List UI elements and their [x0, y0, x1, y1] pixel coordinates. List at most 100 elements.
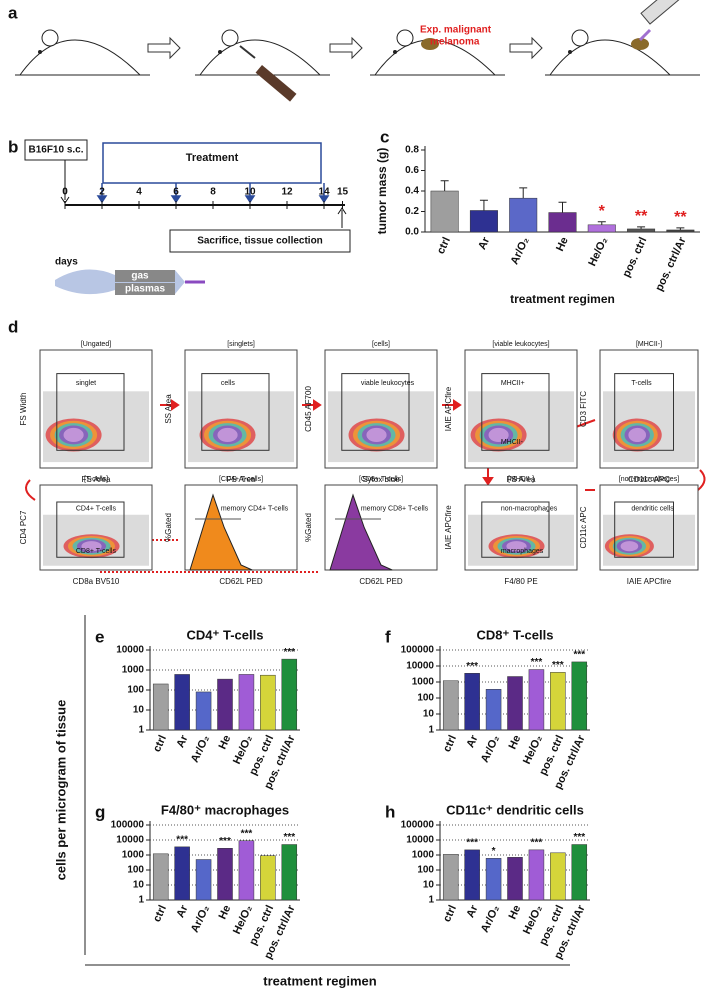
- significance: ***: [573, 650, 585, 661]
- chart-title: CD4⁺ T-cells: [187, 627, 264, 642]
- bar: [571, 661, 588, 731]
- x-axis-label: CD11c APC: [628, 475, 670, 484]
- shared-y-label: cells per microgram of tissue: [53, 700, 68, 881]
- gate: [341, 373, 410, 451]
- y-tick-label: 0.6: [405, 165, 419, 176]
- bar: [281, 658, 298, 731]
- histogram: [329, 493, 393, 571]
- y-axis-label: CD11c APC: [579, 506, 588, 548]
- bar: [238, 674, 255, 731]
- gate: [614, 501, 675, 558]
- bar: [260, 855, 276, 901]
- bar: [507, 676, 523, 731]
- x-tick-label: Ar/O₂: [479, 733, 502, 764]
- bar: [507, 857, 523, 901]
- bar: [571, 844, 588, 901]
- panel-label: e: [95, 627, 104, 646]
- significance: ***: [283, 647, 295, 658]
- gate-label: macrophages: [501, 548, 544, 555]
- y-axis-label: FS Width: [19, 393, 28, 426]
- y-axis-label: CD45 AF700: [304, 386, 313, 432]
- x-axis-label: FS Area: [82, 475, 111, 484]
- x-tick-label: Ar/O₂: [189, 903, 212, 934]
- significance: ***: [531, 657, 543, 668]
- significance: **: [674, 209, 687, 226]
- gate-label: CD8+ T-cells: [76, 548, 117, 555]
- panel-label: a: [8, 3, 18, 22]
- x-axis-label: CD62L PED: [359, 577, 403, 586]
- y-tick-label: 10: [133, 705, 145, 716]
- gate-label: memory CD4+ T-cells: [221, 506, 289, 513]
- x-axis-label: FS Area: [227, 475, 256, 484]
- bar: [548, 212, 577, 233]
- day-label: 14: [318, 187, 330, 198]
- injection-syringe: [239, 45, 297, 102]
- day-label: 8: [210, 187, 216, 198]
- bar: [550, 852, 566, 901]
- density: [620, 541, 639, 552]
- x-axis-label: Sytox blue: [362, 475, 400, 484]
- gate-label: viable leukocytes: [361, 380, 415, 387]
- x-tick-label: Ar: [174, 903, 190, 920]
- bar: [174, 846, 190, 901]
- x-tick-label: ctrl: [441, 733, 459, 754]
- histogram: [189, 493, 253, 571]
- bar: [281, 844, 298, 901]
- bar: [627, 228, 656, 233]
- significance: ***: [573, 832, 585, 843]
- error-bar: [558, 201, 567, 213]
- y-tick-label: 10000: [116, 835, 144, 846]
- x-tick-label: ctrl: [151, 733, 169, 754]
- flow-cytometry: [Ungated] FS Area FS Width singlet [singlets…: [19, 341, 699, 586]
- y-tick-label: 100: [417, 693, 434, 704]
- plot-title: [cells]: [372, 341, 390, 348]
- density: [217, 427, 238, 443]
- gate-label: dendritic cells: [631, 506, 674, 513]
- error-bar: [637, 226, 646, 229]
- y-tick-label: 1: [138, 725, 144, 736]
- day-label: 15: [337, 187, 349, 198]
- significance: ***: [176, 834, 188, 845]
- plasma-jet-device: [638, 0, 690, 42]
- day-axis: 0 2 4 6 8 10 12 14 15: [62, 187, 348, 209]
- density: [63, 427, 84, 443]
- bar: [174, 674, 190, 731]
- plot-title: [MHCII-]: [636, 341, 662, 348]
- chart-title: F4/80⁺ macrophages: [161, 802, 289, 817]
- bar: [442, 680, 459, 731]
- panel-label: g: [95, 802, 105, 821]
- plot-title: [CD4+ T-cells]: [219, 476, 263, 483]
- chart-title: CD8⁺ T-cells: [477, 627, 554, 642]
- x-tick-label: He: [217, 903, 234, 921]
- bar: [430, 190, 459, 233]
- y-axis-label: IAIE APCfire: [444, 386, 453, 431]
- bar: [550, 672, 566, 731]
- y-axis-label: %Gated: [304, 513, 313, 542]
- error-bar: [676, 227, 685, 230]
- bar: [469, 210, 498, 233]
- x-axis-label: IAIE APCfire: [627, 577, 672, 586]
- bar: [666, 229, 695, 233]
- panel-label: f: [385, 627, 391, 646]
- y-tick-label: 0.4: [405, 186, 419, 197]
- x-axis-label: CD62L PED: [219, 577, 263, 586]
- x-tick-label: He: [554, 235, 571, 253]
- y-tick-label: 10000: [406, 835, 434, 846]
- x-tick-label: ctrl: [151, 903, 169, 924]
- annotation: Exp. malignant: [420, 25, 492, 36]
- jet-label: gas: [131, 271, 149, 282]
- x-tick-label: He/O₂: [586, 235, 610, 268]
- bar: [152, 683, 169, 731]
- x-tick-label: He/O₂: [521, 903, 545, 936]
- treatment-label: Treatment: [186, 152, 239, 164]
- y-axis-label: IAIE APCfire: [444, 505, 453, 550]
- y-tick-label: 100: [127, 685, 144, 696]
- x-tick-label: Ar/O₂: [189, 733, 212, 764]
- shared-x-label: treatment regimen: [263, 973, 376, 988]
- x-tick-label: He: [507, 733, 524, 751]
- bar: [464, 849, 480, 901]
- density: [628, 427, 647, 443]
- density: [488, 427, 509, 443]
- significance: ***: [531, 838, 543, 849]
